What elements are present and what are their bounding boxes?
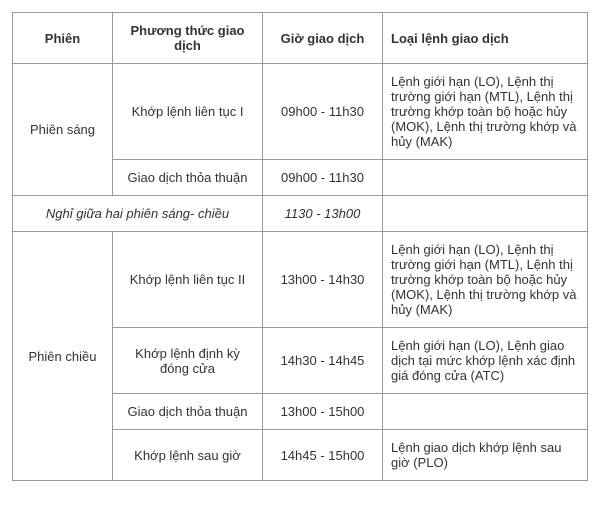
afternoon-session-label: Phiên chiều xyxy=(13,232,113,481)
afternoon-row1-method: Khớp lệnh liên tục II xyxy=(113,232,263,328)
morning-row2-hours: 09h00 - 11h30 xyxy=(263,160,383,196)
break-hours: 1130 - 13h00 xyxy=(263,196,383,232)
morning-row1-hours: 09h00 - 11h30 xyxy=(263,64,383,160)
morning-row1-method: Khớp lệnh liên tục I xyxy=(113,64,263,160)
afternoon-row2-type: Lệnh giới hạn (LO), Lệnh giao dịch tại m… xyxy=(383,328,588,394)
afternoon-row1-hours: 13h00 - 14h30 xyxy=(263,232,383,328)
break-label: Nghỉ giữa hai phiên sáng- chiều xyxy=(13,196,263,232)
morning-row2-method: Giao dịch thỏa thuận xyxy=(113,160,263,196)
morning-session-label: Phiên sáng xyxy=(13,64,113,196)
trading-schedule-table: Phiên Phương thức giao dịch Giờ giao dịc… xyxy=(12,12,588,481)
afternoon-row4-hours: 14h45 - 15h00 xyxy=(263,430,383,481)
afternoon-row2-hours: 14h30 - 14h45 xyxy=(263,328,383,394)
break-row: Nghỉ giữa hai phiên sáng- chiều 1130 - 1… xyxy=(13,196,588,232)
afternoon-row4-method: Khớp lệnh sau giờ xyxy=(113,430,263,481)
table-row: Phiên sáng Khớp lệnh liên tục I 09h00 - … xyxy=(13,64,588,160)
table-row: Phiên chiều Khớp lệnh liên tục II 13h00 … xyxy=(13,232,588,328)
morning-row1-type: Lệnh giới hạn (LO), Lệnh thị trường giới… xyxy=(383,64,588,160)
afternoon-row2-method: Khớp lệnh định kỳ đóng cửa xyxy=(113,328,263,394)
afternoon-row3-hours: 13h00 - 15h00 xyxy=(263,394,383,430)
table-header-row: Phiên Phương thức giao dịch Giờ giao dịc… xyxy=(13,13,588,64)
header-order-type: Loại lệnh giao dịch xyxy=(383,13,588,64)
afternoon-row3-type xyxy=(383,394,588,430)
morning-row2-type xyxy=(383,160,588,196)
break-empty xyxy=(383,196,588,232)
afternoon-row3-method: Giao dịch thỏa thuận xyxy=(113,394,263,430)
header-method: Phương thức giao dịch xyxy=(113,13,263,64)
header-session: Phiên xyxy=(13,13,113,64)
afternoon-row4-type: Lệnh giao dịch khớp lệnh sau giờ (PLO) xyxy=(383,430,588,481)
afternoon-row1-type: Lệnh giới hạn (LO), Lệnh thị trường giới… xyxy=(383,232,588,328)
header-hours: Giờ giao dịch xyxy=(263,13,383,64)
